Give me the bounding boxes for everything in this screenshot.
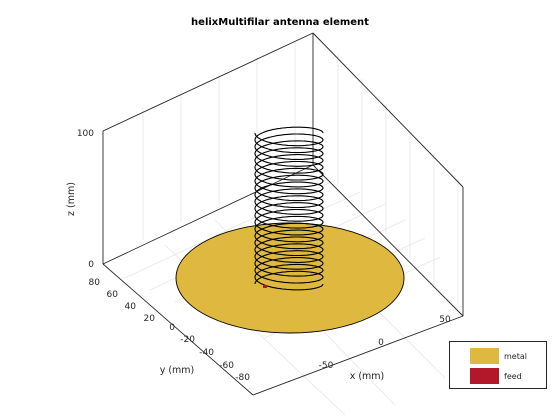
- x-tick-label: 0: [378, 338, 384, 348]
- legend-item-feed: feed: [470, 368, 522, 384]
- axes-box: [102, 32, 464, 396]
- y-tick-label: -40: [199, 348, 214, 358]
- legend: metal feed: [449, 341, 547, 389]
- legend-swatch-feed: [470, 368, 499, 384]
- y-tick-label: -60: [219, 361, 234, 371]
- plot-title: helixMultifilar antenna element: [191, 17, 369, 28]
- legend-swatch-metal: [470, 348, 499, 364]
- x-axis-label: x (mm): [350, 371, 385, 382]
- legend-label-metal: metal: [504, 351, 527, 361]
- y-tick-label: 80: [89, 278, 101, 288]
- y-tick-label: 60: [107, 290, 119, 300]
- z-tick-label: 100: [77, 129, 94, 139]
- helix-wires: [254, 126, 324, 291]
- box-edge: [312, 32, 464, 188]
- box-edge: [252, 315, 464, 396]
- grid-line: [102, 32, 464, 188]
- y-tick-label: -80: [235, 373, 250, 383]
- y-axis-label: y (mm): [160, 365, 195, 376]
- y-tick-label: 20: [144, 314, 156, 324]
- x-tick-label: 50: [439, 315, 451, 325]
- box-edge: [102, 32, 314, 132]
- helix-filament-1: [254, 126, 324, 291]
- ground-plane-disc: [175, 222, 405, 334]
- z-axis-label: z (mm): [66, 182, 77, 216]
- y-tick-label: 0: [169, 323, 175, 333]
- legend-label-feed: feed: [504, 371, 522, 381]
- y-tick-label: -20: [180, 335, 195, 345]
- z-tick-label: 0: [88, 260, 94, 270]
- x-tick-label: -50: [319, 361, 334, 371]
- box-edge: [102, 164, 314, 265]
- helix-filament-2: [254, 132, 324, 285]
- box-edge: [312, 164, 464, 317]
- box-edge: [102, 263, 254, 396]
- y-tick-label: 40: [125, 302, 137, 312]
- feed-point: [263, 285, 267, 288]
- legend-item-metal: metal: [470, 348, 527, 364]
